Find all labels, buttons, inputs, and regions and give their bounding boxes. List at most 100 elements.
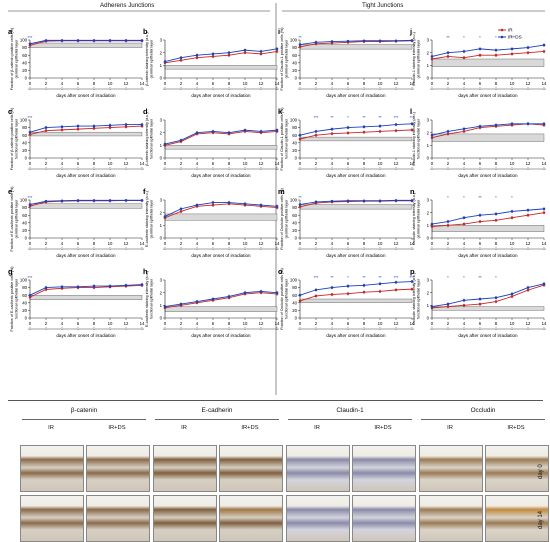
data-point-a	[140, 39, 144, 42]
data-point-d	[211, 130, 215, 133]
data-point-p	[462, 304, 466, 307]
micrograph-image	[419, 445, 483, 492]
y-tick-label-g: 60	[22, 293, 27, 298]
x-tick-label-p: 0	[431, 321, 434, 326]
x-tick-label-m: 14	[410, 241, 415, 246]
stain-divider	[421, 419, 545, 420]
x-tick-label-i: 10	[378, 81, 383, 86]
x-tick-label-e: 6	[77, 241, 80, 246]
y-tick-label-k: 40	[292, 140, 297, 145]
data-point-k	[314, 133, 318, 137]
significance-star-p: *	[495, 275, 497, 280]
data-point-m	[410, 199, 414, 202]
series-line-i-irds	[299, 39, 413, 46]
x-tick-label-k: 2	[315, 161, 318, 166]
x-tick-label-l: 10	[510, 161, 515, 166]
data-point-h	[259, 290, 263, 293]
data-point-p	[478, 297, 482, 301]
x-tick-label-d: 10	[243, 161, 248, 166]
y-axis-label-p: Occludin staining intensity (a.u.)functi…	[412, 273, 420, 325]
data-point-m	[314, 200, 318, 204]
y-tick-label-f: 2	[160, 210, 163, 215]
panel-letter-b: b	[143, 27, 148, 36]
data-point-a	[76, 39, 80, 42]
x-tick-label-a: 4	[61, 81, 64, 86]
data-point-a	[108, 39, 112, 42]
x-tick-label-f: 10	[243, 241, 248, 246]
data-point-b	[259, 52, 263, 56]
y-axis-label-h: E-cadherin staining intensity (a.u.)func…	[145, 271, 153, 327]
y-axis-label-n: Occludin staining intensity (a.u.)germin…	[412, 193, 420, 245]
y-tick-label-e: 60	[22, 213, 27, 218]
series-line-f-ir	[164, 203, 278, 219]
data-point-n	[526, 208, 530, 212]
reference-band-j	[431, 58, 545, 67]
data-point-c	[76, 127, 80, 131]
x-tick-label-o: 10	[378, 321, 383, 326]
y-tick-label-d: 3	[160, 118, 163, 123]
x-tick-label-a: 2	[45, 81, 48, 86]
data-point-j	[526, 51, 530, 54]
y-axis-label-o: Fraction of Occludin positive cells (%)f…	[280, 268, 288, 329]
x-tick-label-h: 8	[228, 321, 231, 326]
legend: IR IR+DS	[498, 28, 522, 40]
reference-band-l	[431, 133, 545, 142]
data-point-b	[259, 50, 263, 53]
x-tick-label-f: 4	[196, 241, 199, 246]
series-line-b-ir	[164, 50, 278, 64]
y-tick-label-b: 1	[160, 63, 163, 68]
x-tick-label-m: 2	[315, 241, 318, 246]
panel-a: a 0 20 40 60 80 100 0 2 4 6 8 10 12 14 days after onset…	[8, 27, 145, 98]
panel-letter-i: i	[278, 27, 280, 36]
significance-star-o: *	[347, 275, 349, 280]
panel-k: k 0 20 40 60 80 100 0 2 4 6 8 10 12 14 days after onset…	[278, 107, 415, 178]
data-point-i	[314, 40, 318, 44]
x-tick-label-e: 12	[124, 241, 129, 246]
micrograph-image	[219, 445, 283, 492]
micrograph-image	[20, 495, 84, 542]
data-point-m	[378, 199, 382, 203]
data-point-l	[430, 133, 434, 137]
y-axis-label-d: β-catenin staining intensity (a.u.)funct…	[145, 112, 153, 165]
series-line-e-irds	[29, 199, 142, 206]
data-point-m	[346, 199, 350, 203]
x-tick-label-b: 6	[212, 81, 215, 86]
x-tick-label-i: 12	[394, 81, 399, 86]
data-point-n	[462, 216, 466, 220]
panel-letter-n: n	[410, 187, 415, 196]
data-point-b	[211, 52, 215, 56]
x-tick-label-f: 2	[180, 241, 183, 246]
y-tick-label-m: 0	[295, 236, 298, 241]
y-tick-label-o: 20	[292, 308, 297, 313]
data-point-o	[330, 286, 334, 289]
data-point-k	[362, 130, 366, 134]
significance-star-k: *	[347, 115, 349, 120]
x-tick-label-i: 0	[299, 81, 302, 86]
data-point-p	[494, 300, 498, 303]
data-point-j	[446, 51, 450, 54]
x-tick-label-l: 8	[495, 161, 498, 166]
y-tick-label-g: 40	[22, 300, 27, 305]
y-tick-label-a: 40	[22, 60, 27, 65]
y-tick-label-a: 20	[22, 68, 27, 73]
y-tick-label-a: 60	[22, 53, 27, 58]
data-point-g	[76, 285, 80, 289]
data-point-j	[462, 56, 466, 60]
data-point-o	[346, 292, 350, 295]
x-tick-label-m: 10	[378, 241, 383, 246]
y-tick-label-d: 2	[160, 130, 163, 135]
y-tick-label-o: 60	[292, 293, 297, 298]
data-point-l	[446, 132, 450, 136]
y-tick-label-o: 100	[290, 278, 298, 283]
y-tick-label-c: 60	[22, 133, 27, 138]
x-tick-label-l: 0	[431, 161, 434, 166]
x-tick-label-k: 10	[378, 161, 383, 166]
data-point-n	[542, 207, 546, 211]
data-point-p	[542, 282, 546, 286]
data-point-d	[195, 131, 199, 134]
x-tick-label-d: 0	[164, 161, 167, 166]
reference-band-b	[164, 65, 278, 70]
